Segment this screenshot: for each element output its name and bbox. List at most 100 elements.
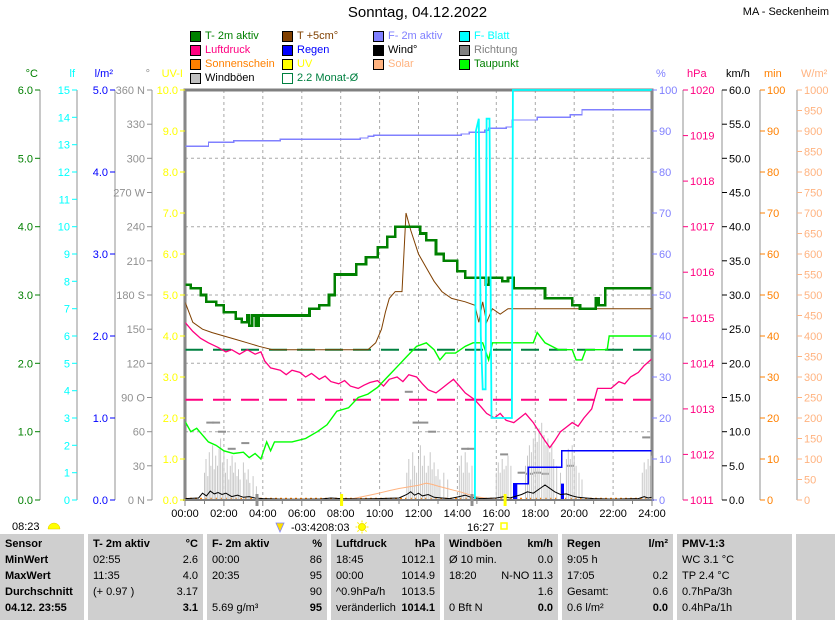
legend-label: F- Blatt bbox=[474, 30, 510, 42]
svg-text:6.0: 6.0 bbox=[18, 85, 33, 97]
legend-label: Wind° bbox=[388, 44, 418, 56]
svg-text:0 N: 0 N bbox=[128, 495, 145, 507]
svg-text:1020: 1020 bbox=[690, 85, 714, 97]
legend-swatch bbox=[190, 72, 201, 84]
svg-text:1: 1 bbox=[64, 468, 70, 480]
svg-text:180 S: 180 S bbox=[116, 290, 145, 302]
cell-value: 90 bbox=[309, 586, 322, 598]
station-label: MA - Seckenheim bbox=[742, 6, 829, 18]
wind-gust-bars bbox=[204, 422, 652, 500]
svg-text:20: 20 bbox=[767, 413, 779, 425]
series-t-5cm bbox=[184, 212, 652, 351]
column-header: Regen bbox=[567, 538, 601, 550]
sun-dome-icon bbox=[47, 522, 61, 530]
legend-label: Regen bbox=[297, 44, 330, 56]
svg-text:4.0: 4.0 bbox=[163, 331, 178, 343]
svg-text:8.0: 8.0 bbox=[163, 167, 178, 179]
svg-text:30: 30 bbox=[767, 372, 779, 384]
svg-text:100: 100 bbox=[767, 85, 785, 97]
svg-text:40: 40 bbox=[767, 331, 779, 343]
cell-text: 18:20 bbox=[449, 570, 477, 582]
svg-text:950: 950 bbox=[804, 106, 822, 118]
table-column-regen: Regen l/m² 9:05 h 17:05 0.2 Gesamt: 0.6 0.6 l/m… bbox=[562, 534, 673, 620]
svg-text:1019: 1019 bbox=[690, 131, 714, 143]
svg-text:100: 100 bbox=[659, 85, 677, 97]
svg-text:1015: 1015 bbox=[690, 313, 714, 325]
svg-text:°C: °C bbox=[26, 68, 38, 80]
table-row: 00:00 1014.9 bbox=[331, 568, 440, 584]
cell-text: 18:45 bbox=[336, 554, 364, 566]
table-row: 3.1 bbox=[88, 600, 203, 616]
legend-swatch bbox=[190, 30, 201, 42]
weather-day-chart: 00:00 02:00 04:00 06:00 08:00 10:00 12:00 14:00… bbox=[12, 68, 828, 534]
svg-text:300: 300 bbox=[127, 153, 145, 165]
cell-value: 1013.5 bbox=[401, 586, 435, 598]
cell-value: 1014.1 bbox=[401, 602, 435, 614]
svg-text:18:00: 18:00 bbox=[522, 508, 550, 520]
svg-text:1012: 1012 bbox=[690, 449, 714, 461]
rain-bars bbox=[514, 483, 564, 500]
cell-text: 00:00 bbox=[212, 554, 240, 566]
series-luftdruck bbox=[184, 321, 653, 449]
legend-swatch bbox=[282, 58, 293, 70]
cell-value: 0.0 bbox=[652, 602, 668, 614]
sunset-time: 16:27 bbox=[467, 522, 495, 534]
svg-text:150: 150 bbox=[804, 434, 822, 446]
cell-text: Ø 10 min. bbox=[449, 554, 497, 566]
svg-text:1000: 1000 bbox=[804, 85, 828, 97]
svg-text:850: 850 bbox=[804, 147, 822, 159]
legend-label: Luftdruck bbox=[205, 44, 251, 56]
axis-w-m-: W/m²100095090085080075070065060055050045… bbox=[796, 68, 828, 507]
table-column-luftdruck: Luftdruck hPa 18:45 1012.1 00:00 1014.9 ^0.9hP… bbox=[331, 534, 440, 620]
table-column-pmv-1-3: PMV-1:3 WC 3.1 °C TP 2.4 °C 0.7hPa/3h 0.4hPa… bbox=[677, 534, 792, 620]
svg-text:9: 9 bbox=[64, 249, 70, 261]
svg-text:350: 350 bbox=[804, 352, 822, 364]
table-row: Luftdruck hPa bbox=[331, 536, 440, 552]
table-row: Sensor bbox=[0, 536, 84, 552]
svg-text:W/m²: W/m² bbox=[801, 68, 828, 80]
cell-value: 3.1 bbox=[182, 602, 198, 614]
svg-text:250: 250 bbox=[804, 393, 822, 405]
cell-text: 0.4hPa/1h bbox=[682, 602, 733, 614]
svg-text:120: 120 bbox=[127, 358, 145, 370]
table-column-windb-en: Windböen km/h Ø 10 min. 0.0 18:20 N-NO 11.3 1.… bbox=[444, 534, 558, 620]
svg-text:8: 8 bbox=[64, 276, 70, 288]
legend-label: Solar bbox=[388, 58, 414, 70]
svg-text:1011: 1011 bbox=[690, 495, 714, 507]
legend-swatch bbox=[282, 72, 293, 84]
svg-text:1.0: 1.0 bbox=[18, 427, 33, 439]
svg-text:25.0: 25.0 bbox=[729, 324, 750, 336]
svg-text:km/h: km/h bbox=[726, 68, 750, 80]
sunset-icon bbox=[500, 522, 508, 530]
svg-text:14: 14 bbox=[58, 112, 70, 124]
svg-text:UV-I: UV-I bbox=[162, 68, 183, 80]
x-axis: 00:00 02:00 04:00 06:00 08:00 10:00 12:00 14:00… bbox=[171, 494, 666, 520]
axis-km-h: km/h 60.0 55.0 50.0 45.0 40.0 35.0 30.0 25.0 20.0… bbox=[721, 68, 750, 507]
svg-text:2.0: 2.0 bbox=[163, 413, 178, 425]
svg-text:1.0: 1.0 bbox=[163, 454, 178, 466]
svg-text:5.0: 5.0 bbox=[729, 461, 744, 473]
svg-text:4.0: 4.0 bbox=[18, 222, 33, 234]
table-column-row-labels: Sensor MinWert MaxWert Durchschnitt 04.12. 2… bbox=[0, 534, 84, 620]
legend-swatch bbox=[459, 44, 470, 56]
cell-text: Gesamt: bbox=[567, 586, 609, 598]
svg-text:3.0: 3.0 bbox=[93, 249, 108, 261]
svg-text:lf: lf bbox=[70, 68, 76, 80]
svg-text:5.0: 5.0 bbox=[163, 290, 178, 302]
svg-text:04:00: 04:00 bbox=[249, 508, 277, 520]
series-wind bbox=[184, 484, 653, 500]
table-row: Ø 10 min. 0.0 bbox=[444, 552, 558, 568]
series-f-blatt bbox=[185, 89, 652, 501]
cell-value: 1014.9 bbox=[401, 570, 435, 582]
svg-text:7.0: 7.0 bbox=[163, 208, 178, 220]
svg-text:5: 5 bbox=[64, 358, 70, 370]
svg-text:0: 0 bbox=[804, 495, 810, 507]
svg-text:12:00: 12:00 bbox=[405, 508, 433, 520]
svg-text:15: 15 bbox=[58, 85, 70, 97]
svg-text:24:00: 24:00 bbox=[638, 508, 666, 520]
svg-text:l/m²: l/m² bbox=[95, 68, 114, 80]
table-row: 20:35 95 bbox=[207, 568, 327, 584]
column-header: PMV-1:3 bbox=[682, 538, 725, 550]
table-row: F- 2m aktiv% bbox=[207, 536, 327, 552]
